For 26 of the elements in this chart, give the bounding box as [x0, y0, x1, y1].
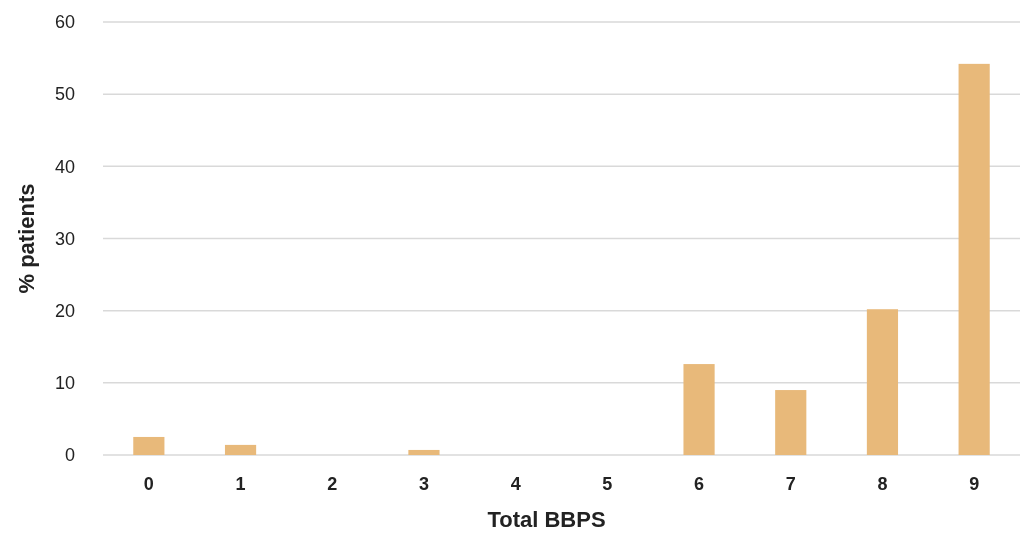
y-tick-label: 60: [54, 12, 75, 33]
x-tick-label: 3: [418, 474, 429, 494]
y-tick-label: 10: [54, 373, 75, 394]
x-tick-label: 2: [327, 474, 338, 494]
bar: [224, 444, 257, 455]
x-tick-label: 8: [877, 474, 888, 494]
x-tick-label: 0: [143, 474, 154, 494]
y-tick-label: 50: [54, 84, 75, 105]
y-tick-label: 20: [54, 300, 75, 321]
y-tick-label: 40: [54, 156, 75, 177]
bar: [958, 63, 990, 455]
y-tick-label: 0: [64, 445, 75, 466]
x-tick-label: 7: [785, 474, 796, 494]
x-tick-label: 6: [694, 474, 705, 494]
bar: [408, 449, 440, 455]
bar: [133, 436, 165, 455]
bar: [866, 309, 899, 455]
bar: [775, 390, 807, 455]
x-tick-label: 1: [235, 474, 246, 494]
y-axis-title: % patients: [14, 183, 39, 294]
x-axis-title: Total BBPS: [487, 507, 606, 532]
x-tick-label: 4: [510, 474, 521, 494]
x-tick-label: 5: [602, 474, 613, 494]
x-tick-label: 9: [969, 474, 980, 494]
bar: [683, 364, 715, 455]
y-tick-label: 30: [54, 228, 75, 249]
